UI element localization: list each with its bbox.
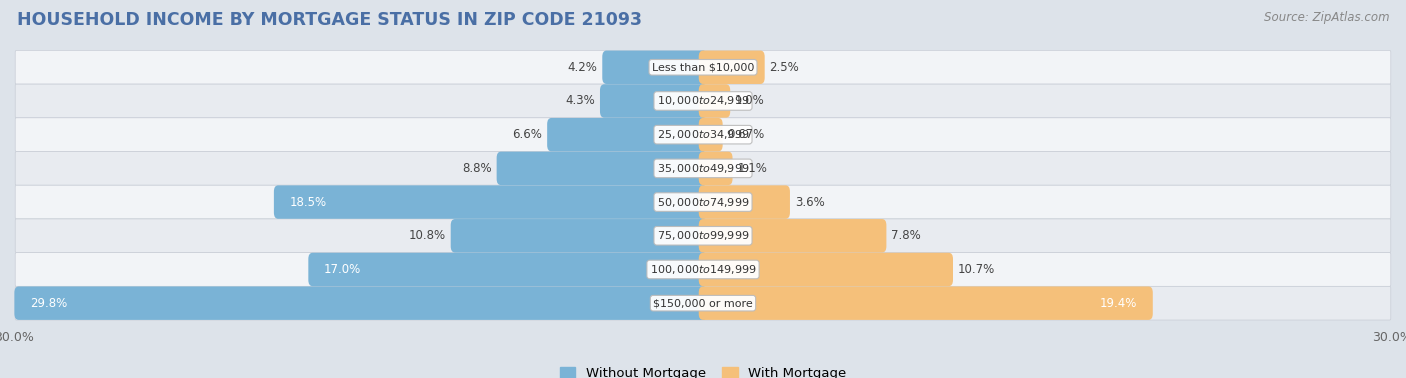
FancyBboxPatch shape — [15, 118, 1391, 152]
FancyBboxPatch shape — [699, 51, 765, 84]
FancyBboxPatch shape — [15, 219, 1391, 253]
FancyBboxPatch shape — [15, 152, 1391, 185]
Text: 7.8%: 7.8% — [891, 229, 921, 242]
Text: 19.4%: 19.4% — [1099, 297, 1137, 310]
FancyBboxPatch shape — [699, 287, 1153, 320]
FancyBboxPatch shape — [602, 51, 707, 84]
FancyBboxPatch shape — [699, 219, 886, 253]
Text: 1.0%: 1.0% — [735, 94, 765, 107]
Text: HOUSEHOLD INCOME BY MORTGAGE STATUS IN ZIP CODE 21093: HOUSEHOLD INCOME BY MORTGAGE STATUS IN Z… — [17, 11, 643, 29]
Text: 18.5%: 18.5% — [290, 195, 326, 209]
FancyBboxPatch shape — [699, 185, 790, 219]
Text: $25,000 to $34,999: $25,000 to $34,999 — [657, 128, 749, 141]
FancyBboxPatch shape — [600, 84, 707, 118]
Text: 10.8%: 10.8% — [409, 229, 446, 242]
FancyBboxPatch shape — [308, 253, 707, 286]
FancyBboxPatch shape — [15, 253, 1391, 286]
FancyBboxPatch shape — [14, 287, 707, 320]
FancyBboxPatch shape — [699, 253, 953, 286]
Text: Less than $10,000: Less than $10,000 — [652, 62, 754, 72]
FancyBboxPatch shape — [15, 50, 1391, 84]
Text: $10,000 to $24,999: $10,000 to $24,999 — [657, 94, 749, 107]
Text: 17.0%: 17.0% — [323, 263, 361, 276]
Text: Source: ZipAtlas.com: Source: ZipAtlas.com — [1264, 11, 1389, 24]
Text: 4.3%: 4.3% — [565, 94, 595, 107]
Text: 4.2%: 4.2% — [568, 61, 598, 74]
Text: $100,000 to $149,999: $100,000 to $149,999 — [650, 263, 756, 276]
Legend: Without Mortgage, With Mortgage: Without Mortgage, With Mortgage — [560, 367, 846, 378]
Text: $75,000 to $99,999: $75,000 to $99,999 — [657, 229, 749, 242]
FancyBboxPatch shape — [699, 118, 723, 151]
FancyBboxPatch shape — [699, 152, 733, 185]
FancyBboxPatch shape — [699, 84, 730, 118]
Text: 10.7%: 10.7% — [957, 263, 995, 276]
Text: 2.5%: 2.5% — [769, 61, 800, 74]
FancyBboxPatch shape — [451, 219, 707, 253]
Text: $35,000 to $49,999: $35,000 to $49,999 — [657, 162, 749, 175]
Text: 8.8%: 8.8% — [463, 162, 492, 175]
Text: 0.67%: 0.67% — [727, 128, 765, 141]
FancyBboxPatch shape — [15, 286, 1391, 320]
FancyBboxPatch shape — [496, 152, 707, 185]
FancyBboxPatch shape — [547, 118, 707, 151]
Text: 1.1%: 1.1% — [738, 162, 768, 175]
Text: 29.8%: 29.8% — [30, 297, 67, 310]
Text: 6.6%: 6.6% — [512, 128, 543, 141]
Text: 3.6%: 3.6% — [794, 195, 824, 209]
FancyBboxPatch shape — [15, 185, 1391, 219]
Text: $150,000 or more: $150,000 or more — [654, 298, 752, 308]
FancyBboxPatch shape — [15, 84, 1391, 118]
FancyBboxPatch shape — [274, 185, 707, 219]
Text: $50,000 to $74,999: $50,000 to $74,999 — [657, 195, 749, 209]
